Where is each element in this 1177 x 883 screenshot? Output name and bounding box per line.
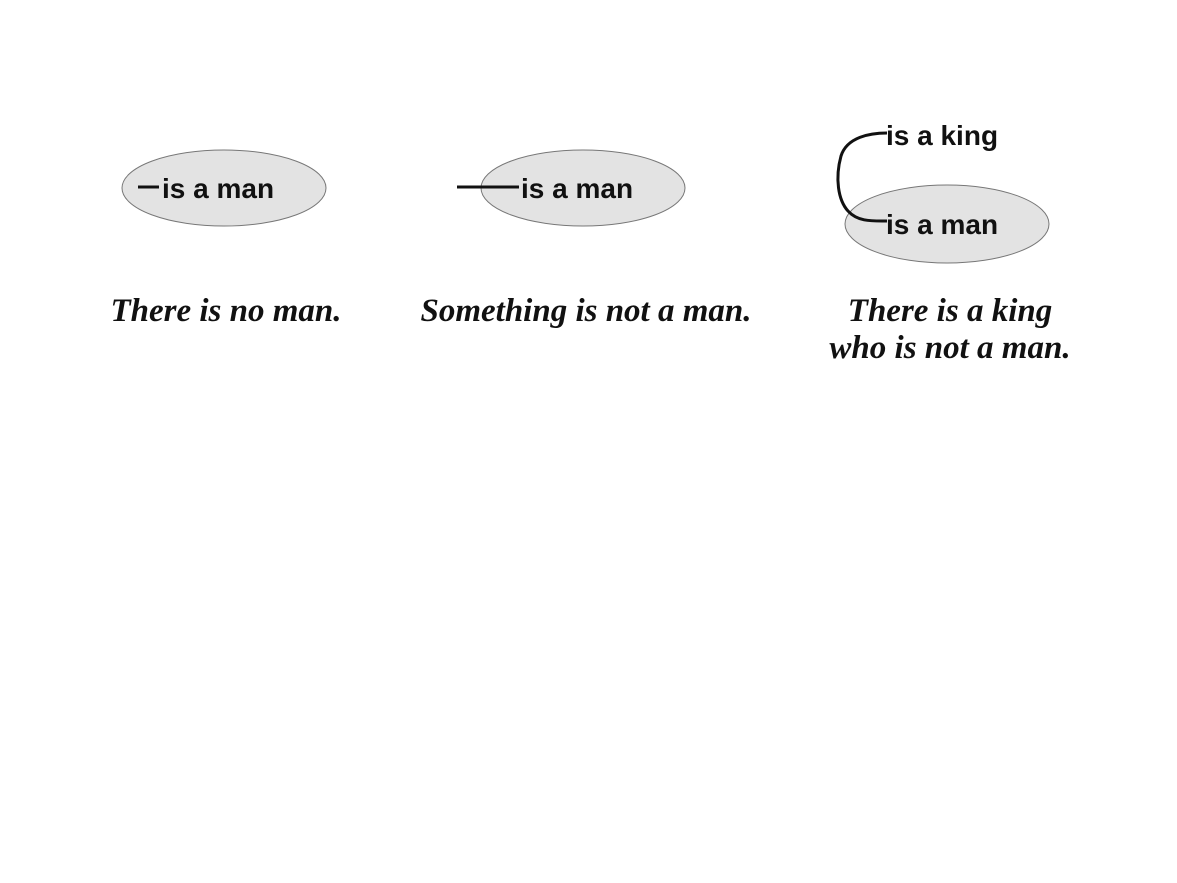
graph-king-not-man: is a king is a man There is a king who i… (829, 120, 1070, 366)
predicate-is-a-man: is a man (521, 173, 633, 204)
caption: Something is not a man. (420, 293, 751, 329)
caption-line-1: There is a king (848, 293, 1052, 329)
caption: There is no man. (110, 293, 341, 329)
graph-something-not-man: is a man Something is not a man. (420, 149, 752, 329)
predicate-is-a-man: is a man (886, 209, 998, 240)
negation-cut (844, 184, 1050, 264)
line-of-identity (836, 131, 888, 223)
graph-no-man: is a man There is no man. (110, 149, 342, 329)
predicate-is-a-king: is a king (886, 120, 998, 151)
negation-cut (121, 149, 327, 227)
predicate-is-a-man: is a man (162, 173, 274, 204)
caption-line-2: who is not a man. (829, 330, 1070, 366)
